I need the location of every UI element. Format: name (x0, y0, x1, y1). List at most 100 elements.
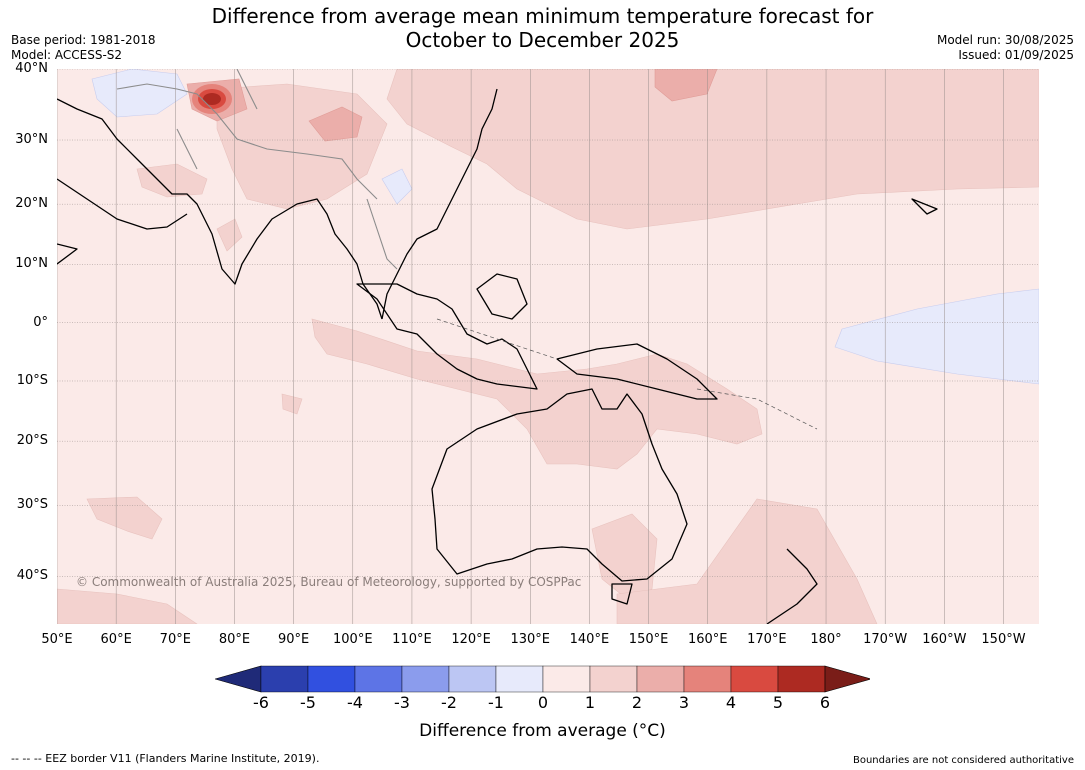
longitude-label: 50°E (41, 632, 73, 647)
colorbar-tick-label: 2 (631, 693, 643, 712)
colorbar-bin (542, 665, 591, 693)
anomaly-region-tasman (616, 498, 878, 624)
anomaly-hotspot-himalaya (192, 84, 232, 114)
anomaly-region-central-pacific-cool (834, 288, 1039, 385)
metadata-left: Base period: 1981-2018 Model: ACCESS-S2 (11, 33, 156, 63)
longitude-label: 170°W (863, 632, 908, 647)
eez-borders (436, 318, 818, 430)
colorbar-tick-label: -6 (253, 693, 269, 712)
coastline-east-asia (381, 88, 498, 320)
anomaly-region-south-indian (86, 496, 163, 540)
coastline-asia-south (57, 98, 383, 320)
colorbar-bin (683, 665, 732, 693)
colorbar-bin (354, 665, 403, 693)
anomaly-5-to-6-core (203, 93, 221, 105)
coastline-australia (431, 388, 688, 582)
border-mainland-sea (366, 198, 398, 270)
coastline-africa-horn (57, 243, 78, 265)
longitude-label: 60°E (100, 632, 132, 647)
title-line-1: Difference from average mean minimum tem… (211, 4, 874, 28)
map-canvas (57, 69, 1039, 624)
anomaly-region-north-pacific (386, 69, 1039, 230)
title-line-2: October to December 2025 (405, 28, 680, 52)
colorbar-bin (636, 665, 685, 693)
colorbar-tick-label: 1 (584, 693, 596, 712)
longitude-label: 90°E (277, 632, 310, 647)
longitude-label: 160°W (922, 632, 967, 647)
anomaly-region-iran-cool (91, 69, 188, 118)
border-central-asia (236, 69, 258, 110)
latitude-label: 20°N (15, 196, 48, 212)
latitude-label: 20°S (16, 433, 48, 449)
colorbar-bin (589, 665, 638, 693)
coastline-philippines (476, 273, 528, 320)
longitude-label: 130°E (510, 632, 551, 647)
colorbar-tick-label: -3 (394, 693, 410, 712)
issued-date: Issued: 01/09/2025 (958, 48, 1074, 62)
latitude-label: 30°N (15, 132, 48, 148)
coastline-tasmania (611, 583, 633, 605)
longitude-label: 160°E (687, 632, 728, 647)
base-period: Base period: 1981-2018 (11, 33, 156, 47)
colorbar-tick-label: 3 (678, 693, 690, 712)
colorbar-tick-label: -4 (347, 693, 363, 712)
colorbar-tick-label: 0 (537, 693, 549, 712)
country-borders (116, 69, 398, 270)
anomaly-region-east-australia (591, 513, 658, 600)
colorbar-bin (777, 665, 826, 693)
colorbar-under-arrow (215, 665, 262, 693)
map-gridlines (57, 69, 1039, 624)
latitude-label: 40°S (16, 568, 48, 584)
coastlines (57, 88, 938, 624)
coastline-new-zealand (766, 548, 818, 624)
longitude-label: 80°E (218, 632, 251, 647)
coastline-sumatra-borneo (356, 283, 538, 390)
latitude-label: 30°S (16, 497, 48, 513)
eez-border-melanesia (696, 388, 818, 430)
anomaly-region-tibet-hotspot (308, 106, 363, 142)
anomaly-region-pacific-hotspot (654, 69, 718, 102)
colorbar (215, 665, 870, 693)
coastline-arabia (57, 178, 188, 230)
latitude-label: 10°S (16, 372, 48, 388)
map-title: Difference from average mean minimum tem… (0, 4, 1085, 52)
colorbar-tick-label: 5 (772, 693, 784, 712)
colorbar-bin (730, 665, 779, 693)
copyright-notice: © Commonwealth of Australia 2025, Bureau… (76, 575, 582, 589)
colorbar-tick-label: 6 (819, 693, 831, 712)
eez-legend-note: -- -- -- EEZ border V11 (Flanders Marine… (11, 752, 320, 765)
border-himalaya (116, 83, 378, 200)
colorbar-tick-label: 4 (725, 693, 737, 712)
model-run: Model run: 30/08/2025 (936, 33, 1074, 47)
metadata-right: Model run: 30/08/2025 Issued: 01/09/2025 (937, 33, 1074, 63)
anomaly-region-maritime-continent (311, 318, 763, 470)
colorbar-bin (401, 665, 450, 693)
colorbar-bin (307, 665, 356, 693)
anomaly-negative-regions (91, 69, 1039, 385)
latitude-label: 10°N (15, 256, 48, 272)
forecast-map (57, 69, 1039, 624)
longitude-label: 170°E (747, 632, 787, 647)
longitude-label: 140°E (569, 632, 610, 647)
colorbar-tick-label: -5 (300, 693, 316, 712)
colorbar-bin (448, 665, 497, 693)
anomaly-region-india (216, 218, 243, 252)
colorbar-bin (495, 665, 544, 693)
longitude-label: 100°E (333, 632, 373, 647)
longitude-label: 180° (810, 632, 842, 647)
coastline-new-guinea (556, 343, 718, 400)
anomaly-region-southern-ocean-west (57, 588, 198, 624)
anomaly-region-small-1 (281, 393, 303, 415)
anomaly-region-arabia (136, 163, 208, 198)
colorbar-tick-label: -2 (441, 693, 457, 712)
longitude-label: 110°E (392, 632, 432, 647)
colorbar-label: Difference from average (°C) (419, 721, 666, 741)
anomaly-1-to-2-regions (57, 69, 1039, 624)
longitude-label: 70°E (159, 632, 191, 647)
longitude-label: 150°E (628, 632, 669, 647)
longitude-label: 150°W (981, 632, 1026, 647)
colorbar-over-arrow (824, 665, 870, 693)
longitude-label: 120°E (451, 632, 491, 647)
border-pakistan (176, 128, 198, 170)
latitude-label: 0° (33, 314, 48, 330)
